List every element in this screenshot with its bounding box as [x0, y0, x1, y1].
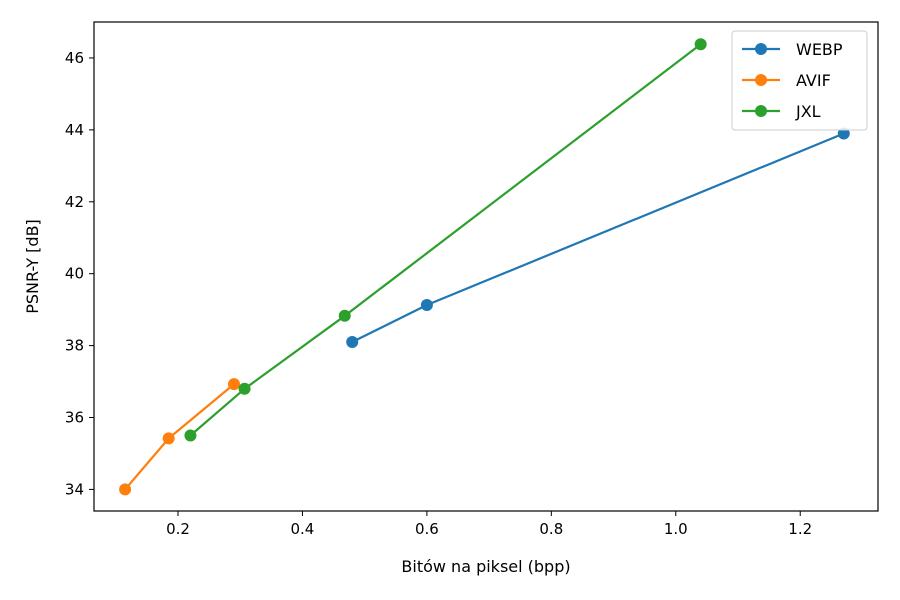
- data-point-avif: [119, 483, 132, 496]
- y-axis: 34 36 38 40 42 44 46: [65, 49, 94, 498]
- series-webp: [346, 127, 850, 349]
- legend-box: [731, 30, 868, 131]
- y-tick-label: 44: [65, 121, 84, 139]
- y-tick-label: 36: [65, 409, 84, 427]
- data-point-jxl: [338, 309, 351, 322]
- data-point-jxl: [238, 382, 251, 395]
- series-avif: [119, 378, 240, 496]
- legend-item-webp: WEBP: [742, 40, 843, 59]
- legend-item-avif: AVIF: [742, 71, 831, 90]
- x-tick-label: 0.2: [166, 520, 190, 538]
- y-axis-label: PSNR-Y [dB]: [23, 219, 42, 314]
- legend-label: AVIF: [796, 71, 831, 90]
- legend-marker: [755, 105, 767, 117]
- legend-item-jxl: JXL: [742, 102, 821, 121]
- legend-marker: [755, 43, 767, 55]
- legend-label: JXL: [795, 102, 821, 121]
- legend-marker: [755, 74, 767, 86]
- plot-frame: [93, 21, 879, 512]
- x-tick-label: 1.0: [664, 520, 688, 538]
- series-layer: [119, 38, 850, 496]
- series-line-jxl: [189, 43, 702, 437]
- y-tick-label: 38: [65, 337, 84, 355]
- data-point-avif: [228, 378, 240, 391]
- data-point-webp: [420, 298, 433, 311]
- x-tick-label: 0.8: [539, 520, 563, 538]
- x-tick-label: 0.4: [291, 520, 315, 538]
- data-point-jxl: [694, 38, 707, 51]
- y-tick-label: 46: [65, 49, 84, 67]
- data-point-avif: [162, 432, 175, 445]
- x-tick-label: 0.6: [415, 520, 439, 538]
- x-axis: 0.2 0.4 0.6 0.8 1.0 1.2: [166, 511, 812, 538]
- series-jxl: [184, 38, 707, 442]
- y-tick-label: 40: [65, 265, 84, 283]
- y-tick-label: 42: [65, 193, 84, 211]
- data-point-jxl: [184, 429, 197, 442]
- legend-label: WEBP: [796, 40, 843, 59]
- y-tick-label: 34: [65, 480, 84, 498]
- legend: WEBP AVIF JXL: [731, 30, 868, 131]
- x-tick-label: 1.2: [788, 520, 812, 538]
- data-point-webp: [346, 336, 359, 349]
- x-axis-label: Bitów na piksel (bpp): [401, 557, 570, 576]
